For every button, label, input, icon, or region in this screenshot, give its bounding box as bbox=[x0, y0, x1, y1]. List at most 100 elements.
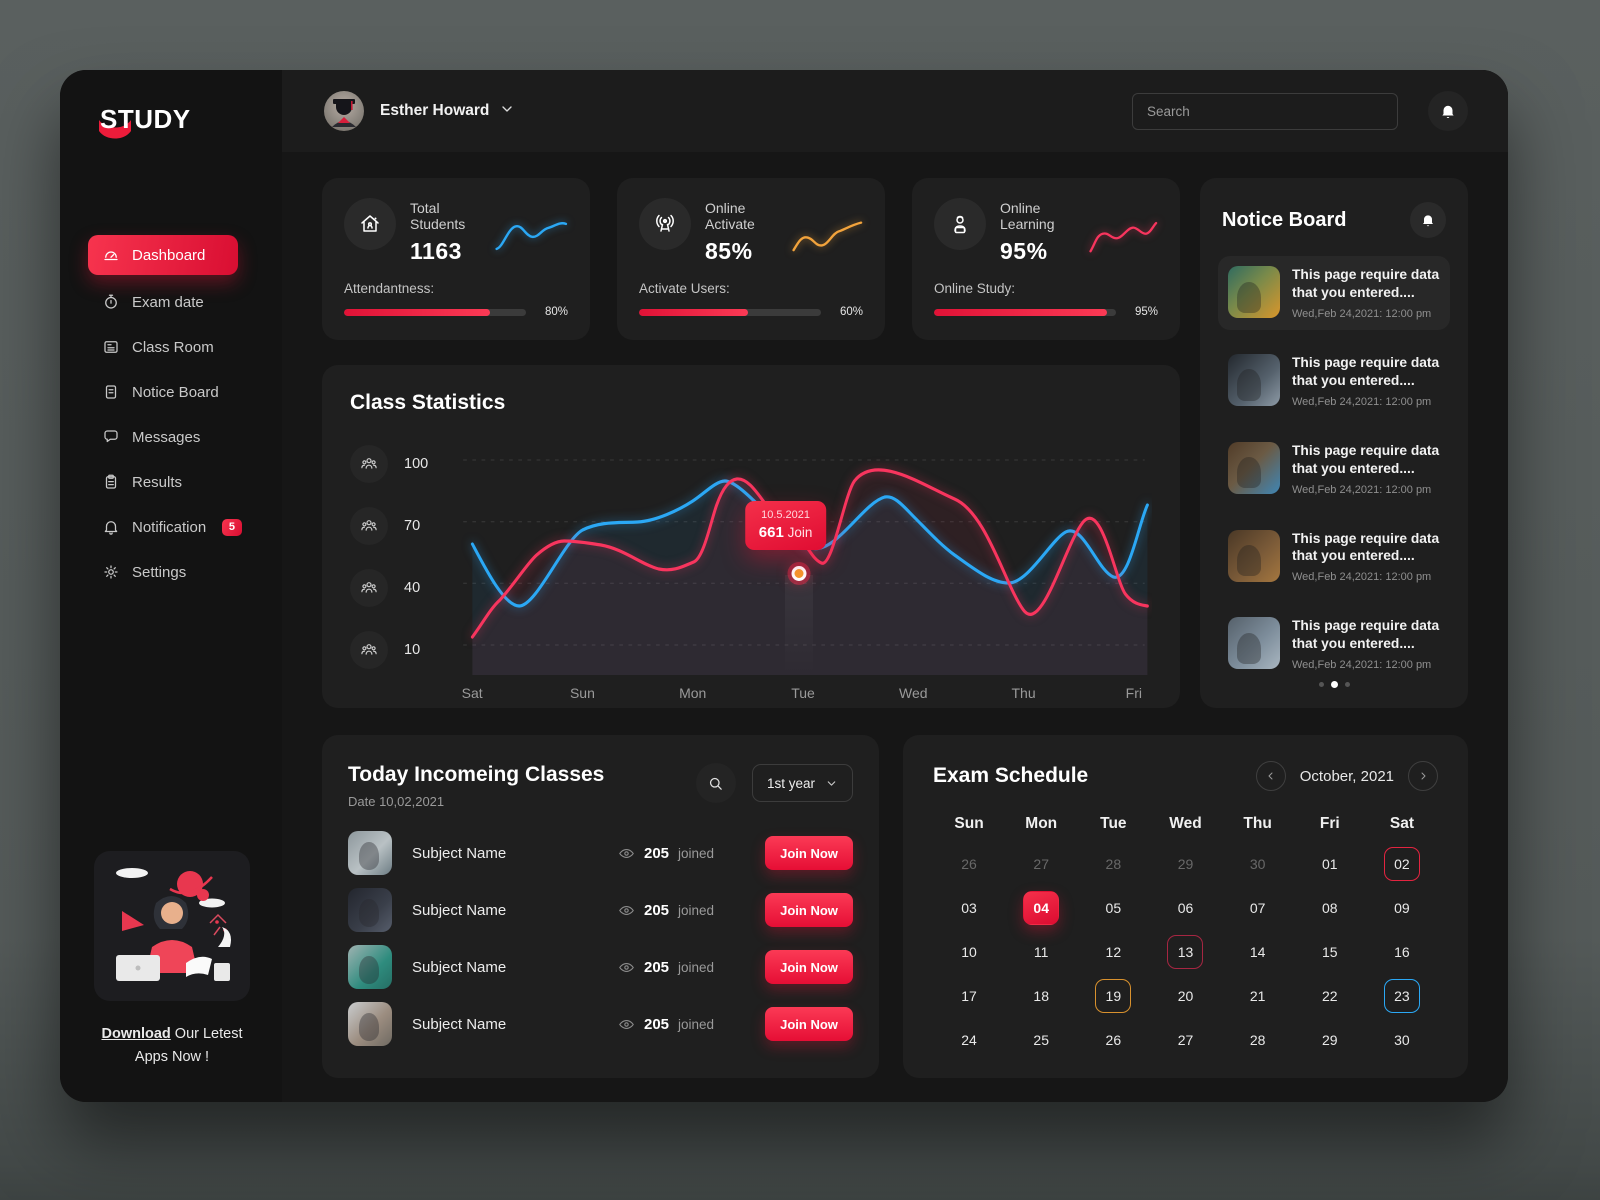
calendar-day[interactable]: 15 bbox=[1321, 944, 1338, 960]
sidebar-item-messages[interactable]: Messages bbox=[88, 419, 256, 455]
classes-date: Date 10,02,2021 bbox=[348, 794, 445, 809]
sparkline-orange bbox=[792, 221, 863, 252]
logo-text: STUDY bbox=[100, 104, 191, 134]
dashboard-content: Total Students 1163 Attendantness: bbox=[282, 152, 1508, 1102]
sidebar-item-exam-date[interactable]: Exam date bbox=[88, 284, 256, 320]
tooltip-value: 661 bbox=[758, 524, 784, 541]
user-name[interactable]: Esther Howard bbox=[380, 102, 490, 119]
calendar-day[interactable]: 27 bbox=[1033, 856, 1049, 872]
app-window: STUDY Dashboard Exam date Class Room Not… bbox=[60, 70, 1508, 1102]
calendar-day[interactable]: 24 bbox=[961, 1032, 977, 1048]
pagination-dot-active[interactable] bbox=[1330, 681, 1338, 689]
class-list: Subject Name 205 joined Join Now Subject … bbox=[348, 831, 853, 1046]
x-tick: Tue bbox=[791, 685, 815, 701]
class-row: Subject Name 205 joined Join Now bbox=[348, 1002, 853, 1046]
calendar-day[interactable]: 10 bbox=[961, 944, 977, 960]
calendar-day[interactable]: 30 bbox=[1249, 856, 1266, 872]
pagination-dot[interactable] bbox=[1344, 682, 1350, 688]
calendar-day[interactable]: 25 bbox=[1033, 1032, 1049, 1048]
calendar-day[interactable]: 12 bbox=[1105, 944, 1122, 960]
sidebar-item-notice-board[interactable]: Notice Board bbox=[88, 374, 256, 410]
chart-title: Class Statistics bbox=[350, 391, 506, 414]
pagination-dot[interactable] bbox=[1318, 682, 1324, 688]
join-now-button[interactable]: Join Now bbox=[765, 950, 853, 984]
x-axis-labels: Sat Sun Mon Tue Wed Thu Fri bbox=[454, 685, 1152, 705]
x-tick: Thu bbox=[1011, 685, 1036, 701]
calendar-day[interactable]: 18 bbox=[1033, 988, 1049, 1004]
class-thumbnail bbox=[348, 1002, 392, 1046]
notifications-button[interactable] bbox=[1428, 91, 1468, 131]
next-month-button[interactable] bbox=[1408, 761, 1438, 791]
prev-month-button[interactable] bbox=[1255, 761, 1286, 791]
join-now-button[interactable]: Join Now bbox=[765, 893, 853, 927]
sidebar: STUDY Dashboard Exam date Class Room Not… bbox=[60, 70, 282, 1102]
notice-item[interactable]: This page require data that you entered.… bbox=[1218, 607, 1450, 681]
search-input[interactable] bbox=[1132, 92, 1398, 130]
join-now-button[interactable]: Join Now bbox=[765, 1007, 853, 1041]
download-text: Download Our Letest Apps Now ! bbox=[101, 1026, 243, 1065]
tooltip-suffix: Join bbox=[787, 525, 813, 540]
user-menu-caret[interactable] bbox=[499, 101, 515, 122]
notice-item[interactable]: This page require data that you entered.… bbox=[1218, 344, 1450, 418]
stat-title: Online Learning bbox=[1000, 200, 1055, 232]
classes-search-button[interactable] bbox=[695, 763, 736, 803]
sidebar-item-notification[interactable]: Notification 5 bbox=[88, 509, 256, 545]
calendar-day[interactable]: 28 bbox=[1249, 1032, 1266, 1048]
calendar-day[interactable]: 28 bbox=[1105, 856, 1122, 872]
calendar-day[interactable]: 04 bbox=[1023, 891, 1060, 925]
notice-item[interactable]: This page require data that you entered.… bbox=[1218, 432, 1450, 506]
calendar-day[interactable]: 05 bbox=[1105, 900, 1122, 916]
class-thumbnail bbox=[348, 945, 392, 989]
stat-metric-label: Activate Users: bbox=[639, 281, 730, 296]
notice-item[interactable]: This page require data that you entered.… bbox=[1218, 256, 1450, 330]
calendar-day[interactable]: 16 bbox=[1394, 944, 1410, 960]
notice-item[interactable]: This page require data that you entered.… bbox=[1218, 520, 1450, 594]
calendar-day[interactable]: 14 bbox=[1249, 944, 1266, 960]
calendar-day[interactable]: 07 bbox=[1249, 900, 1266, 916]
calendar-day[interactable]: 17 bbox=[961, 988, 977, 1004]
download-link[interactable]: Download bbox=[101, 1026, 171, 1043]
calendar-day[interactable]: 08 bbox=[1321, 900, 1338, 916]
sidebar-item-class-room[interactable]: Class Room bbox=[88, 329, 256, 365]
calendar-day[interactable]: 03 bbox=[961, 900, 977, 916]
notice-board-card: Notice Board This page require data that… bbox=[1200, 178, 1468, 708]
calendar-day[interactable]: 21 bbox=[1249, 988, 1266, 1004]
logo-swoosh-icon bbox=[99, 120, 131, 139]
notice-bell-button[interactable] bbox=[1410, 202, 1446, 238]
user-avatar[interactable] bbox=[324, 91, 364, 131]
sidebar-footer: Download Our Letest Apps Now ! bbox=[60, 851, 282, 1102]
sidebar-item-dashboard[interactable]: Dashboard bbox=[88, 235, 238, 275]
students-group-icon bbox=[350, 445, 388, 483]
calendar-day[interactable]: 26 bbox=[1105, 1032, 1122, 1048]
progress-bar bbox=[344, 308, 526, 316]
y-axis-tick-100: 100 bbox=[350, 445, 446, 483]
sidebar-item-settings[interactable]: Settings bbox=[88, 554, 256, 590]
sidebar-item-label: Exam date bbox=[132, 293, 204, 311]
calendar-day[interactable]: 26 bbox=[961, 856, 977, 872]
calendar-day[interactable]: 01 bbox=[1321, 856, 1338, 872]
stat-title: Online Activate bbox=[705, 200, 755, 232]
calendar-day[interactable]: 29 bbox=[1321, 1032, 1338, 1048]
notice-pagination bbox=[1318, 681, 1350, 689]
x-tick: Wed bbox=[899, 685, 928, 701]
calendar-day[interactable]: 02 bbox=[1383, 847, 1420, 881]
calendar-day[interactable]: 19 bbox=[1095, 979, 1132, 1013]
calendar-day[interactable]: 23 bbox=[1383, 979, 1420, 1013]
calendar-day[interactable]: 29 bbox=[1177, 856, 1194, 872]
year-filter-dropdown[interactable]: 1st year bbox=[751, 764, 853, 802]
calendar-day[interactable]: 30 bbox=[1394, 1032, 1410, 1048]
main-area: Esther Howard bbox=[282, 70, 1508, 1102]
join-now-button[interactable]: Join Now bbox=[765, 836, 853, 870]
calendar-day[interactable]: 13 bbox=[1167, 935, 1204, 969]
stat-metric-label: Attendantness: bbox=[344, 281, 435, 296]
stat-value: 95% bbox=[1000, 238, 1048, 264]
calendar-day[interactable]: 06 bbox=[1177, 900, 1194, 916]
calendar-day[interactable]: 22 bbox=[1321, 988, 1338, 1004]
calendar-day[interactable]: 09 bbox=[1394, 900, 1410, 916]
search-icon bbox=[710, 777, 723, 790]
calendar-day[interactable]: 27 bbox=[1177, 1032, 1194, 1048]
class-row: Subject Name 205 joined Join Now bbox=[348, 888, 853, 932]
calendar-day[interactable]: 20 bbox=[1177, 988, 1194, 1004]
calendar-day[interactable]: 11 bbox=[1033, 944, 1049, 960]
sidebar-item-results[interactable]: Results bbox=[88, 464, 256, 500]
